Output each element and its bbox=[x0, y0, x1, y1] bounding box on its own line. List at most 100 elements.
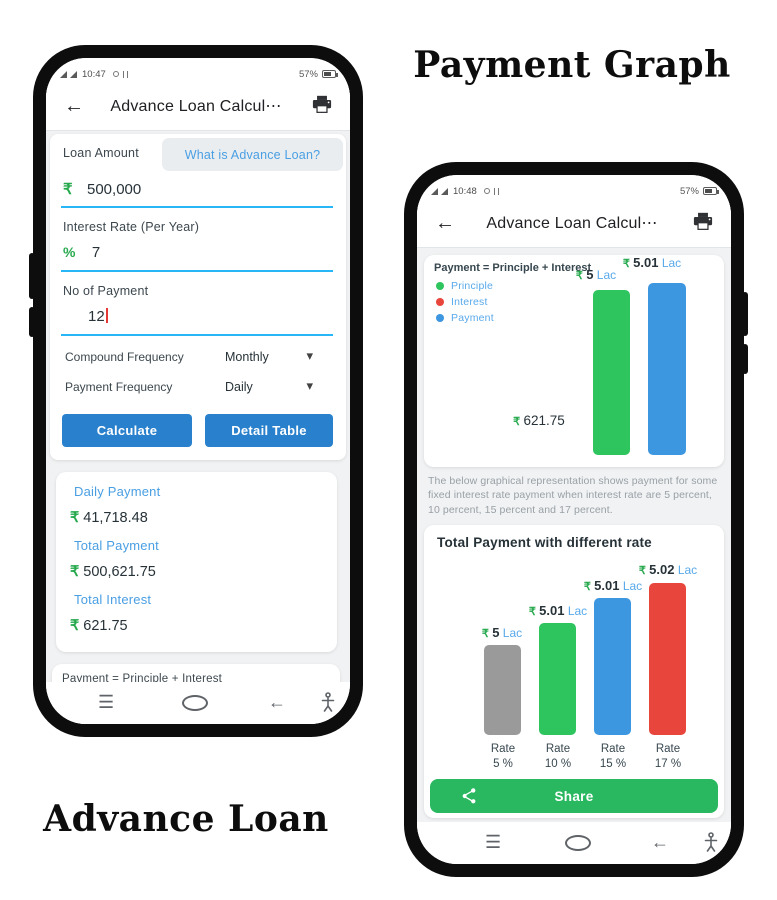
header-divider bbox=[417, 247, 731, 248]
chart2-title: Total Payment with different rate bbox=[437, 535, 652, 550]
rate10-bar-label: ₹ 5.01 Lac bbox=[528, 603, 588, 618]
payment-bar bbox=[648, 283, 686, 455]
advance-loan-heading: Advance Loan bbox=[43, 798, 329, 840]
total-interest-label: Total Interest bbox=[74, 592, 152, 607]
legend-item-principle: Principle bbox=[436, 278, 493, 293]
legend-item-payment: Payment bbox=[436, 310, 494, 325]
rupee-icon: ₹ bbox=[63, 181, 73, 198]
payment-graph-heading: Payment Graph bbox=[413, 44, 731, 86]
volume-button bbox=[29, 253, 35, 299]
no-of-payment-value: 12 bbox=[88, 308, 105, 325]
battery-icon bbox=[703, 187, 719, 195]
compound-frequency-row: Compound Frequency Monthly ▾ bbox=[65, 348, 331, 368]
rate15-bar bbox=[594, 598, 631, 735]
location-icon bbox=[112, 71, 119, 77]
status-mini-icon bbox=[122, 70, 128, 78]
rate5-bar bbox=[484, 645, 521, 735]
compound-frequency-label: Compound Frequency bbox=[65, 350, 184, 364]
volume-button bbox=[742, 292, 748, 336]
blue-dot-icon bbox=[436, 313, 444, 322]
payment-frequency-row: Payment Frequency Daily ▾ bbox=[65, 378, 331, 398]
app-header: ← Advance Loan Calcul⋯ bbox=[46, 84, 350, 130]
rate10-category: Rate 10 % bbox=[544, 743, 572, 770]
detail-table-button[interactable]: Detail Table bbox=[205, 414, 333, 447]
interest-value-label: ₹ 621.75 bbox=[513, 413, 565, 428]
navigation-bar: ☰ ← bbox=[417, 822, 731, 864]
signal-icon bbox=[441, 187, 448, 195]
left-phone-frame: 10:47 57% ← Advance Loan Calcul⋯ bbox=[29, 45, 363, 737]
loan-amount-input[interactable]: ₹ 500,000 bbox=[63, 180, 141, 199]
status-bar: 10:48 57% bbox=[431, 183, 719, 199]
back-arrow-icon[interactable]: ← bbox=[64, 95, 84, 117]
status-time: 10:47 bbox=[82, 68, 106, 80]
battery-icon bbox=[322, 70, 338, 78]
loan-amount-label: Loan Amount bbox=[63, 146, 139, 160]
home-icon[interactable] bbox=[565, 835, 591, 851]
interest-rate-label: Interest Rate (Per Year) bbox=[63, 220, 200, 234]
rate5-category: Rate 5 % bbox=[490, 743, 516, 770]
signal-icon bbox=[70, 70, 77, 78]
chevron-down-icon[interactable]: ▾ bbox=[306, 348, 313, 363]
interest-rate-value: 7 bbox=[91, 244, 101, 261]
loan-form-card: Loan Amount What is Advance Loan? ₹ 500,… bbox=[50, 134, 346, 460]
rate10-bar bbox=[539, 623, 576, 735]
no-of-payment-label: No of Payment bbox=[63, 284, 149, 298]
nav-back-icon[interactable]: ← bbox=[651, 832, 669, 852]
home-icon[interactable] bbox=[182, 695, 208, 711]
results-card: Daily Payment ₹ 41,718.48 Total Payment … bbox=[56, 472, 337, 652]
app-title: Advance Loan Calcul⋯ bbox=[110, 98, 282, 115]
what-is-advance-loan-link[interactable]: What is Advance Loan? bbox=[162, 138, 343, 171]
payment-frequency-label: Payment Frequency bbox=[65, 380, 173, 394]
back-arrow-icon[interactable]: ← bbox=[435, 212, 455, 234]
payment-bar-label: ₹ 5.01 Lac bbox=[622, 255, 682, 270]
share-button[interactable]: Share bbox=[430, 779, 718, 813]
print-icon[interactable] bbox=[693, 212, 713, 236]
daily-payment-label: Daily Payment bbox=[74, 484, 161, 499]
green-dot-icon bbox=[436, 281, 444, 290]
interest-rate-input[interactable]: % 7 bbox=[63, 244, 100, 262]
total-payment-value: ₹ 500,621.75 bbox=[70, 564, 156, 580]
no-of-payment-input[interactable]: 12 bbox=[88, 308, 108, 326]
header-divider bbox=[46, 130, 350, 131]
payment-frequency-select[interactable]: Daily bbox=[225, 380, 253, 394]
menu-icon[interactable]: ☰ bbox=[98, 692, 115, 712]
status-mini-icon bbox=[493, 187, 499, 195]
signal-icon bbox=[431, 187, 438, 195]
rate15-bar-label: ₹ 5.01 Lac bbox=[583, 578, 643, 593]
calculate-button[interactable]: Calculate bbox=[62, 414, 192, 447]
left-phone-screen: 10:47 57% ← Advance Loan Calcul⋯ bbox=[46, 58, 350, 724]
status-bar: 10:47 57% bbox=[60, 66, 338, 82]
rate17-category: Rate 17 % bbox=[654, 743, 682, 770]
location-icon bbox=[483, 188, 490, 194]
loan-amount-value: 500,000 bbox=[87, 181, 142, 198]
red-dot-icon bbox=[436, 297, 444, 306]
total-payment-label: Total Payment bbox=[74, 538, 159, 553]
payment-breakdown-chart: Payment = Principle + Interest Principle… bbox=[424, 255, 724, 467]
menu-icon[interactable]: ☰ bbox=[485, 832, 502, 852]
battery-percent: 57% bbox=[679, 185, 699, 197]
battery-percent: 57% bbox=[298, 68, 318, 80]
compound-frequency-select[interactable]: Monthly bbox=[225, 350, 269, 364]
app-header: ← Advance Loan Calcul⋯ bbox=[417, 201, 731, 247]
rate15-category: Rate 15 % bbox=[599, 743, 627, 770]
daily-payment-value: ₹ 41,718.48 bbox=[70, 510, 148, 526]
rate5-bar-label: ₹ 5 Lac bbox=[481, 625, 523, 640]
principle-bar bbox=[593, 290, 630, 455]
accessibility-icon[interactable] bbox=[703, 832, 719, 857]
navigation-bar: ☰ ← bbox=[46, 682, 350, 724]
signal-icon bbox=[60, 70, 67, 78]
chevron-down-icon[interactable]: ▾ bbox=[306, 378, 313, 393]
print-icon[interactable] bbox=[312, 95, 332, 119]
chart1-title: Payment = Principle + Interest bbox=[434, 262, 592, 274]
input-underline bbox=[61, 206, 333, 208]
nav-back-icon[interactable]: ← bbox=[268, 692, 286, 712]
percent-icon: % bbox=[63, 244, 76, 260]
legend-item-interest: Interest bbox=[436, 294, 488, 309]
share-icon bbox=[460, 787, 478, 810]
rate17-bar bbox=[649, 583, 686, 735]
input-underline bbox=[61, 334, 333, 336]
accessibility-icon[interactable] bbox=[320, 692, 336, 717]
power-button bbox=[29, 307, 35, 337]
rate-comparison-chart: Total Payment with different rate ₹ 5 La… bbox=[424, 525, 724, 818]
app-title: Advance Loan Calcul⋯ bbox=[486, 215, 658, 232]
